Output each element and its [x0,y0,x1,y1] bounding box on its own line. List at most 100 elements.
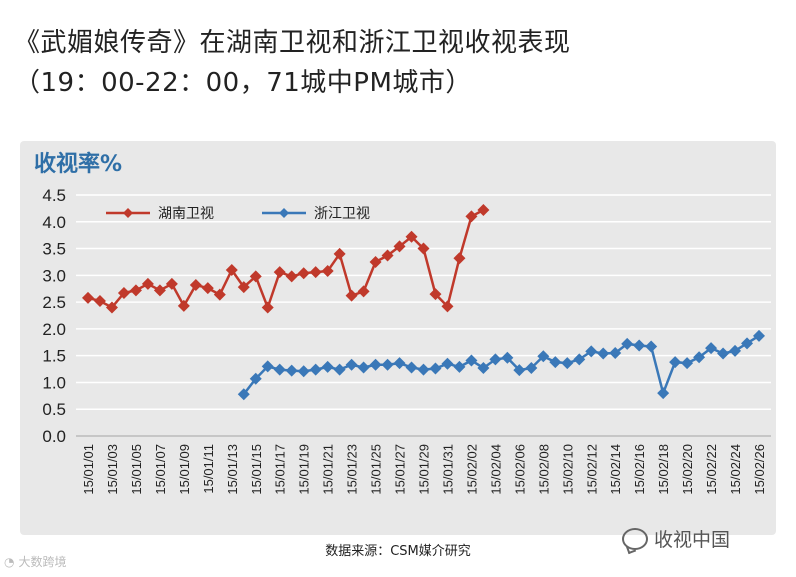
x-tick-label: 15/01/27 [393,444,408,495]
data-point [405,361,418,374]
data-point [261,360,274,373]
data-point [477,203,490,216]
y-tick-label: 3.5 [42,240,66,259]
x-tick-label: 15/01/31 [440,444,455,495]
y-tick-label: 1.0 [42,373,66,392]
data-point [513,364,526,377]
data-point [693,351,706,364]
data-point [405,230,418,243]
data-point [417,242,430,255]
data-point [93,295,106,308]
data-point [225,263,238,276]
data-point [501,351,514,364]
x-tick-label: 15/01/01 [81,444,96,495]
x-tick-label: 15/01/09 [177,444,192,495]
y-tick-label: 2.0 [42,320,66,339]
data-point [177,299,190,312]
x-tick-label: 15/01/19 [297,444,312,495]
data-point [633,339,646,352]
x-tick-label: 15/02/14 [608,444,623,495]
data-point [537,350,550,363]
series-line-hunan [87,208,485,312]
x-tick-label: 15/02/10 [560,444,575,495]
x-tick-label: 15/02/22 [704,444,719,495]
data-point [261,301,274,314]
watermark-left-text: 大数跨境 [18,555,67,569]
x-tick-label: 15/02/24 [728,444,743,495]
data-point [453,360,466,373]
y-tick-label: 2.5 [42,293,66,312]
x-tick-label: 15/02/04 [488,444,503,495]
legend-marker [123,208,133,218]
x-tick-label: 15/01/13 [225,444,240,495]
y-tick-label: 0.5 [42,400,66,419]
chat-bubble-icon [622,527,648,550]
x-tick-label: 15/01/15 [249,444,264,495]
x-tick-label: 15/01/03 [105,444,120,495]
x-tick-label: 15/02/12 [584,444,599,495]
data-point [681,357,694,370]
data-point [465,210,478,223]
series-line-zhejiang [242,334,760,398]
data-point [429,288,442,301]
data-point [357,361,370,374]
data-point [249,372,262,385]
data-point [393,240,406,253]
data-point [285,270,298,283]
data-point [297,365,310,378]
data-point [393,357,406,370]
data-point [477,361,490,374]
data-point [669,356,682,369]
data-point [429,362,442,375]
watermark-right: 收视中国 [622,525,730,552]
x-tick-label: 15/01/29 [417,444,432,495]
data-point [357,285,370,298]
data-point [549,356,562,369]
watermark-left: ◔ 大数跨境 [4,553,67,570]
data-point [609,346,622,359]
x-tick-label: 15/01/11 [201,444,216,494]
data-point [417,363,430,376]
y-tick-label: 0.0 [42,427,66,446]
data-point [369,358,382,371]
data-point [237,281,250,294]
data-point [717,347,730,360]
x-tick-label: 15/02/18 [656,444,671,495]
data-point [273,363,286,376]
data-point [489,353,502,366]
data-point [741,337,754,350]
y-axis-label: 收视率% [34,152,123,177]
data-point [165,277,178,290]
data-point [309,266,322,279]
y-tick-label: 4.0 [42,213,66,232]
data-point [657,387,670,400]
x-tick-label: 15/02/06 [512,444,527,495]
data-point [453,252,466,265]
data-point [321,265,334,278]
data-point [129,284,142,297]
data-point [573,353,586,366]
data-point [153,284,166,297]
data-point [285,364,298,377]
data-point [141,277,154,290]
data-point [465,354,478,367]
data-point [309,363,322,376]
x-tick-label: 15/01/25 [369,444,384,495]
data-point [597,347,610,360]
data-point [645,340,658,353]
x-tick-label: 15/02/16 [632,444,647,495]
data-point [333,247,346,260]
data-point [82,291,94,304]
legend-marker [279,208,289,218]
data-point [321,360,334,373]
x-tick-label: 15/01/21 [321,444,336,495]
legend-label: 浙江卫视 [314,206,370,222]
y-tick-label: 4.5 [42,186,66,205]
data-point [213,288,226,301]
x-tick-label: 15/01/07 [153,444,168,495]
data-point [705,342,718,355]
y-tick-label: 3.0 [42,266,66,285]
watermark-right-text: 收视中国 [654,529,731,551]
data-point [189,278,202,291]
